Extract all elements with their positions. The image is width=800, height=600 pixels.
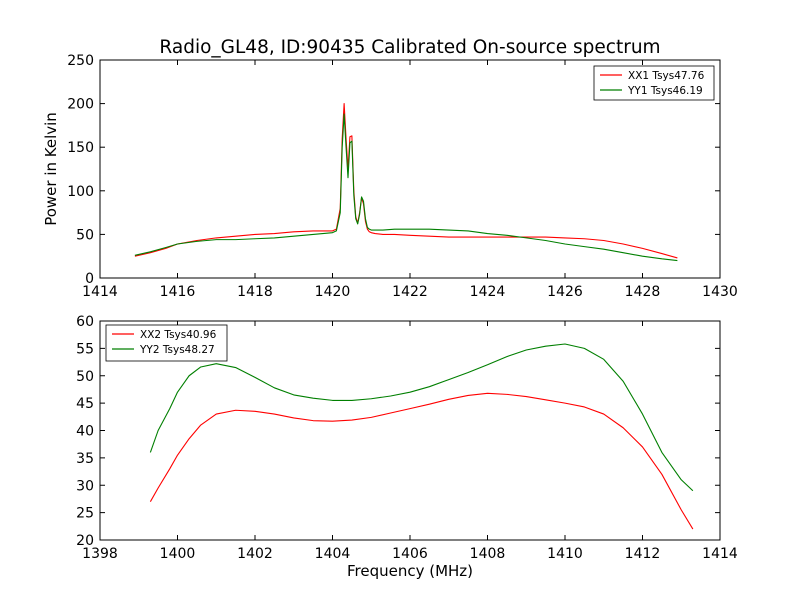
x-tick-label: 1412 <box>625 546 661 562</box>
y-tick-label: 45 <box>76 396 94 412</box>
y-tick-label: 40 <box>76 424 94 440</box>
y-tick-label: 35 <box>76 451 94 467</box>
y-tick-label: 55 <box>76 341 94 357</box>
x-axis-label: Frequency (MHz) <box>347 562 473 580</box>
x-tick-label: 1410 <box>547 546 583 562</box>
legend-box <box>105 324 228 362</box>
legend-box <box>593 65 715 101</box>
y-tick-label: 20 <box>76 533 94 549</box>
x-tick-label: 1406 <box>392 546 428 562</box>
y-tick-label: 30 <box>76 478 94 494</box>
chart-panel-1: 1414 1416 1418 1420 1422 1424 1426 1428 1430 0 50 1… <box>42 53 738 300</box>
series-line-2-2 <box>149 343 694 492</box>
x-tick-label: 1430 <box>702 284 738 300</box>
y-tick-label: 150 <box>67 140 94 156</box>
x-tick-label: 1414 <box>82 284 118 300</box>
series-line-2-1 <box>149 392 694 530</box>
y-axis-label: Power in Kelvin <box>42 112 60 226</box>
y-tick-label: 250 <box>67 53 94 69</box>
figure-title: Radio_GL48, ID:90435 Calibrated On-sourc… <box>159 37 660 58</box>
x-tick-label: 1420 <box>315 284 351 300</box>
legend-label: XX2 Tsys40.96 <box>140 329 217 341</box>
y-tick-label: 200 <box>67 97 94 113</box>
x-tick-label: 1402 <box>237 546 273 562</box>
legend-label: YY1 Tsys46.19 <box>627 85 703 97</box>
x-tick-label: 1416 <box>160 284 196 300</box>
x-tick-label: 1404 <box>315 546 351 562</box>
series-line-1-2 <box>134 113 678 262</box>
x-tick-label: 1426 <box>547 284 583 300</box>
x-tick-label: 1418 <box>237 284 273 300</box>
y-tick-label: 50 <box>76 369 94 385</box>
x-tick-label: 1422 <box>392 284 428 300</box>
x-tick-label: 1408 <box>470 546 506 562</box>
legend-label: XX1 Tsys47.76 <box>628 70 705 82</box>
y-tick-label: 25 <box>76 506 94 522</box>
x-tick-label: 1414 <box>702 546 738 562</box>
y-tick-label: 0 <box>85 271 94 287</box>
legend-label: YY2 Tsys48.27 <box>139 344 215 356</box>
x-tick-label: 1400 <box>160 546 196 562</box>
plots-container: 1414 1416 1418 1420 1422 1424 1426 1428 14300501… <box>42 53 738 580</box>
x-tick-label: 1424 <box>470 284 506 300</box>
legend-1: XX1 Tsys47.76 YY1 Tsys46.19 <box>593 65 715 101</box>
legend-2: XX2 Tsys40.96 YY2 Tsys48.27 <box>105 324 228 362</box>
chart-panel-2: 1398 1400 1402 1404 1406 1408 1410 1412 1414 20 25… <box>76 314 738 580</box>
y-tick-label: 100 <box>67 184 94 200</box>
x-tick-label: 1428 <box>625 284 661 300</box>
x-tick-label: 1398 <box>82 546 118 562</box>
y-tick-label: 50 <box>76 227 94 243</box>
y-tick-label: 60 <box>76 314 94 330</box>
